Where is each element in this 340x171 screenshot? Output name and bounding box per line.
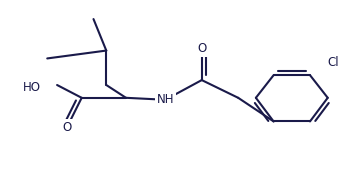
Text: HO: HO [23,81,41,94]
Text: Cl: Cl [328,56,339,69]
Text: NH: NH [157,93,174,106]
Text: O: O [197,42,206,55]
Text: O: O [62,121,71,134]
